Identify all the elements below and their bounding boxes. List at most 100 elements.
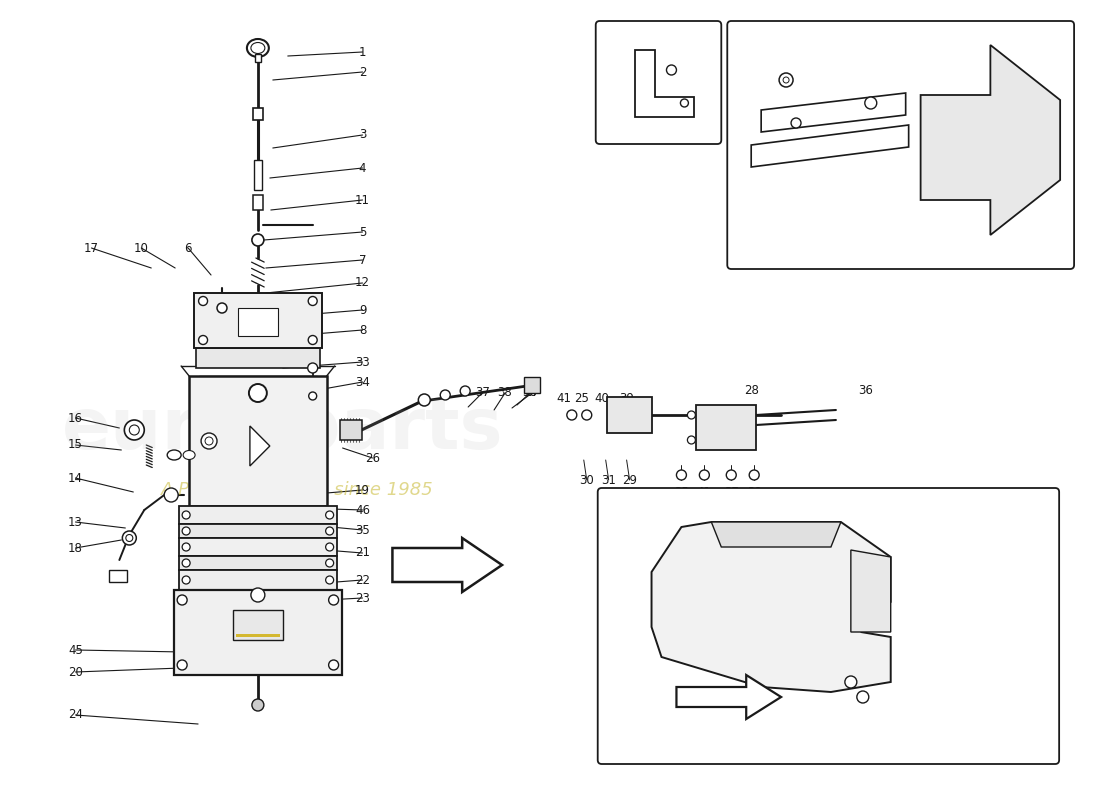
Text: 41: 41 xyxy=(557,391,571,405)
Polygon shape xyxy=(651,522,891,692)
Bar xyxy=(253,195,263,210)
Circle shape xyxy=(177,595,187,605)
Circle shape xyxy=(460,386,470,396)
Text: 37: 37 xyxy=(475,386,490,399)
Text: 42: 42 xyxy=(901,194,916,206)
Text: 12: 12 xyxy=(355,277,370,290)
Ellipse shape xyxy=(183,450,195,459)
Bar xyxy=(236,634,279,637)
Text: 20: 20 xyxy=(68,666,82,678)
Text: 40: 40 xyxy=(594,391,609,405)
Circle shape xyxy=(183,527,190,535)
Circle shape xyxy=(440,390,450,400)
Circle shape xyxy=(326,543,333,551)
Text: 4: 4 xyxy=(359,162,366,174)
Text: 2: 2 xyxy=(359,66,366,78)
Text: 26: 26 xyxy=(365,451,380,465)
Text: 15: 15 xyxy=(68,438,82,451)
Polygon shape xyxy=(751,125,909,167)
Text: 25: 25 xyxy=(574,391,590,405)
Circle shape xyxy=(251,588,265,602)
Text: 14: 14 xyxy=(68,471,82,485)
Bar xyxy=(196,348,320,368)
Circle shape xyxy=(845,676,857,688)
Bar xyxy=(194,293,321,348)
Bar xyxy=(179,524,337,538)
Circle shape xyxy=(688,411,695,419)
Circle shape xyxy=(865,97,877,109)
Bar xyxy=(179,556,337,570)
Circle shape xyxy=(130,425,140,435)
Circle shape xyxy=(177,660,187,670)
Text: 6: 6 xyxy=(185,242,191,254)
Text: 30: 30 xyxy=(580,474,594,486)
Text: 22: 22 xyxy=(355,574,370,586)
Text: 16: 16 xyxy=(68,411,82,425)
Bar xyxy=(174,590,342,675)
Circle shape xyxy=(309,392,317,400)
Text: 32: 32 xyxy=(789,503,803,517)
Text: Valid for F1: Valid for F1 xyxy=(856,243,946,257)
Circle shape xyxy=(667,65,676,75)
Circle shape xyxy=(857,691,869,703)
Polygon shape xyxy=(712,522,840,547)
Circle shape xyxy=(199,297,208,306)
Polygon shape xyxy=(676,675,781,719)
Circle shape xyxy=(326,576,333,584)
Text: 5: 5 xyxy=(359,226,366,238)
Text: 24: 24 xyxy=(68,709,82,722)
Text: eurozparts: eurozparts xyxy=(62,395,504,465)
Bar xyxy=(199,376,317,386)
Circle shape xyxy=(252,699,264,711)
Text: 11: 11 xyxy=(355,194,370,206)
Circle shape xyxy=(779,73,793,87)
Text: 29: 29 xyxy=(623,474,637,486)
Text: 10: 10 xyxy=(134,242,148,254)
Bar xyxy=(340,420,362,440)
Text: 34: 34 xyxy=(355,375,370,389)
Polygon shape xyxy=(921,45,1060,235)
Polygon shape xyxy=(393,538,502,592)
Circle shape xyxy=(249,384,267,402)
Circle shape xyxy=(582,410,592,420)
Circle shape xyxy=(308,335,317,345)
Bar xyxy=(238,308,278,336)
Circle shape xyxy=(183,511,190,519)
Circle shape xyxy=(308,363,318,373)
Text: Vale per F1: Vale per F1 xyxy=(856,228,945,242)
Circle shape xyxy=(326,559,333,567)
Circle shape xyxy=(308,297,317,306)
Ellipse shape xyxy=(167,450,182,460)
FancyBboxPatch shape xyxy=(596,21,722,144)
Circle shape xyxy=(749,470,759,480)
FancyBboxPatch shape xyxy=(727,21,1074,269)
Bar xyxy=(254,160,262,190)
Text: 23: 23 xyxy=(355,591,370,605)
Polygon shape xyxy=(851,550,891,632)
Text: A Passion for parts since 1985: A Passion for parts since 1985 xyxy=(162,481,434,499)
Circle shape xyxy=(326,527,333,535)
Text: 1: 1 xyxy=(359,46,366,58)
Circle shape xyxy=(124,420,144,440)
Circle shape xyxy=(726,470,736,480)
Text: 37: 37 xyxy=(724,486,739,498)
Bar xyxy=(179,538,337,556)
Circle shape xyxy=(252,234,264,246)
Text: 7: 7 xyxy=(359,254,366,266)
FancyBboxPatch shape xyxy=(597,488,1059,764)
Bar xyxy=(233,610,283,640)
Circle shape xyxy=(676,470,686,480)
Text: 45: 45 xyxy=(68,643,82,657)
Text: 44: 44 xyxy=(799,46,814,59)
Circle shape xyxy=(122,531,136,545)
Text: 38: 38 xyxy=(747,486,761,498)
Circle shape xyxy=(326,511,333,519)
Bar xyxy=(255,54,261,62)
Text: 17: 17 xyxy=(84,242,99,254)
Bar xyxy=(524,377,540,393)
Polygon shape xyxy=(250,426,270,466)
Circle shape xyxy=(329,660,339,670)
Text: 19: 19 xyxy=(355,483,370,497)
Text: 3: 3 xyxy=(359,129,366,142)
Text: 36: 36 xyxy=(858,383,873,397)
